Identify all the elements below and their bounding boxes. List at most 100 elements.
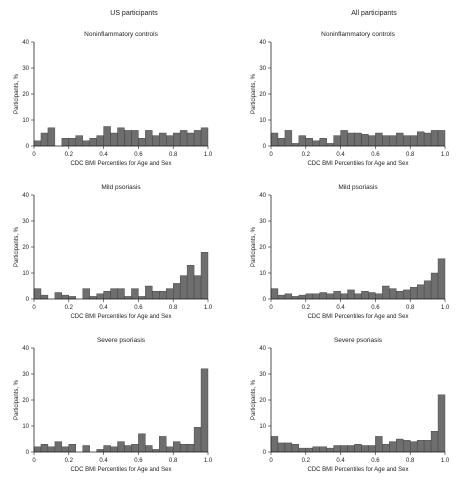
histogram-bar [110,132,118,147]
x-tick-label: 0.6 [134,458,143,464]
panel-title: Noninflammatory controls [321,31,395,38]
histogram-bar [326,293,334,300]
histogram-bar [291,443,300,453]
histogram-bar [389,288,397,300]
histogram-bar [131,288,139,300]
histogram-bar [33,446,42,453]
histogram-bar [47,446,56,453]
y-axis-label: Participants, % [14,226,20,267]
y-tick-label: 30 [22,219,29,225]
y-tick-label: 40 [22,193,29,199]
chart-svg: Mild psoriasis 0 10 20 30 40 0 0.2 0.4 0.6 0.8 1.0 C… [14,184,213,320]
y-axis-label: Participants, % [251,379,257,420]
y-tick-label: 40 [259,193,266,199]
histogram-bar [193,275,202,300]
histogram-bar [47,127,56,147]
x-tick-label: 0.6 [134,305,143,311]
y-tick-label: 10 [22,424,29,430]
histogram-bar [82,445,90,453]
histogram-bar [61,137,70,147]
y-tick-label: 30 [259,66,266,72]
histogram-bar [82,140,90,147]
histogram-bar [416,131,425,147]
histogram-bar [200,251,209,300]
histogram-bar [347,289,355,300]
histogram-bar [159,290,167,300]
histogram-bar [284,130,293,147]
histogram-bar [186,443,195,453]
histogram-bar [389,441,397,453]
histogram-panel: Severe psoriasis 0 10 20 30 40 0 0.2 0.4 0.6 0.8 1.… [237,328,474,478]
histogram-bar [416,284,425,300]
histogram-bar [319,446,327,453]
panel-title: Mild psoriasis [338,184,378,191]
panel-title: Mild psoriasis [101,184,141,191]
x-tick-label: 1.0 [204,152,213,158]
y-tick-label: 40 [259,40,266,46]
x-axis-label: CDC BMI Percentiles for Age and Sex [70,314,171,320]
y-tick-label: 40 [259,346,266,352]
histogram-bar [40,294,49,300]
x-tick-label: 0.4 [99,152,108,158]
chart-svg: Noninflammatory controls 0 10 20 30 40 0 0.2 0.4… [14,31,213,167]
histogram-bar [110,288,118,300]
y-tick-label: 0 [263,450,267,456]
chart-svg: Severe psoriasis 0 10 20 30 40 0 0.2 0.4 0.6 0.8 1.… [251,337,450,473]
histogram-bar [82,288,90,300]
histogram-bar [305,293,313,300]
histogram-bar [430,272,439,300]
y-tick-label: 40 [22,40,29,46]
y-tick-label: 0 [26,297,30,303]
x-tick-label: 0.2 [65,152,74,158]
histogram-bar [138,433,146,453]
panel-title: Severe psoriasis [334,337,383,344]
x-tick-label: 1.0 [204,305,213,311]
histogram-bar [179,275,188,300]
x-tick-label: 0.4 [99,458,108,464]
histogram-bar [284,293,293,300]
histogram-bar [361,134,369,147]
histogram-bar [131,443,139,453]
x-tick-label: 0.6 [371,152,380,158]
x-tick-label: 0.2 [65,458,74,464]
histogram-bar [117,288,125,300]
histogram-bar [347,132,355,147]
histogram-bar [166,288,174,300]
x-axis-label: CDC BMI Percentiles for Age and Sex [70,467,171,473]
histogram-bar [298,135,307,147]
y-tick-label: 20 [259,245,266,251]
y-tick-label: 10 [22,118,29,124]
x-tick-label: 0.2 [65,305,74,311]
x-tick-label: 0.8 [406,305,415,311]
y-tick-label: 30 [22,66,29,72]
x-tick-label: 0 [269,458,273,464]
histogram-bar [312,446,320,453]
column-title-all: All participants [351,10,397,17]
histogram-bar [409,287,418,300]
histogram-bar [89,137,97,147]
histogram-bar [103,290,111,300]
histogram-bar [375,436,383,453]
x-tick-label: 1.0 [204,458,213,464]
x-tick-label: 0 [32,305,36,311]
histogram-bar [403,289,411,300]
y-tick-label: 10 [22,271,29,277]
histogram-bar [409,135,418,147]
histogram-bar [145,285,153,300]
histogram-bar [368,445,376,453]
x-tick-label: 0.8 [406,152,415,158]
histogram-bar [319,137,327,147]
histogram-bar [96,293,104,300]
histogram-bar [437,394,446,453]
y-axis-label: Participants, % [14,379,20,420]
histogram-bar [340,293,348,300]
histogram-bar [40,443,49,453]
histogram-bar [75,135,83,147]
histogram-bar [423,440,432,453]
x-tick-label: 0.8 [169,458,178,464]
histogram-bar [437,258,446,300]
histogram-panel: Mild psoriasis 0 10 20 30 40 0 0.2 0.4 0.6 0.8 1.0 C… [0,175,237,325]
histogram-bar [277,137,286,147]
x-axis-label: CDC BMI Percentiles for Age and Sex [307,161,408,167]
y-axis-label: Participants, % [251,226,257,267]
